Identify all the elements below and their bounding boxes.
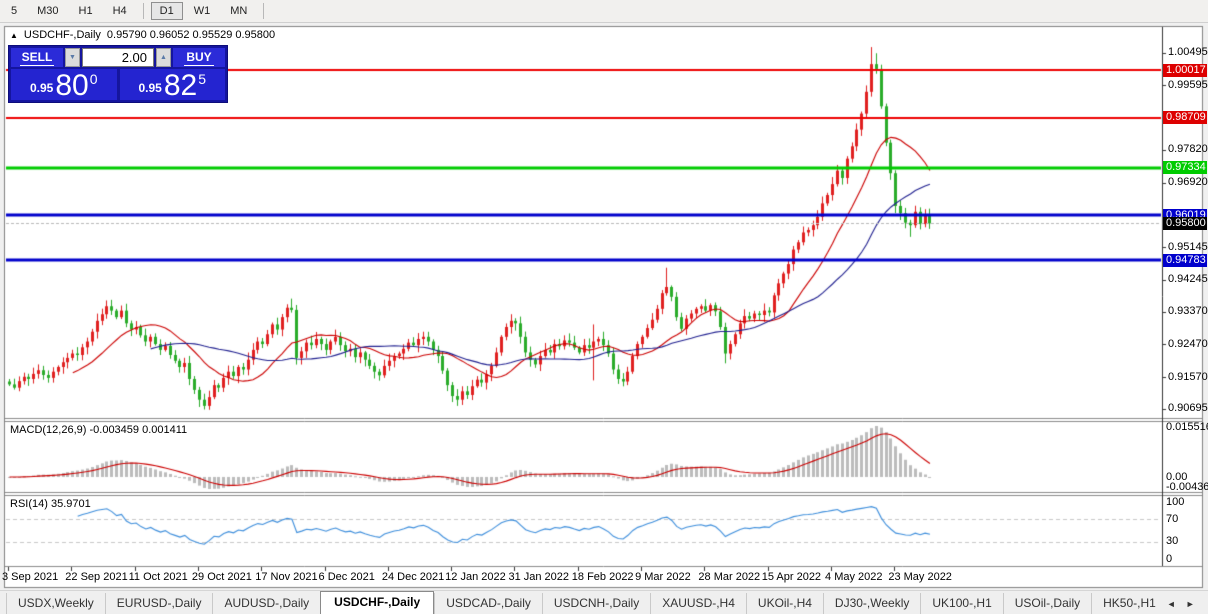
rsi-axis-label: 70	[1166, 512, 1179, 525]
buy-price-big: 82	[163, 69, 198, 102]
price-axis-badge: 1.00017	[1163, 63, 1207, 77]
buy-price-display[interactable]: 0.95 82 5	[119, 69, 225, 102]
chart-symbol-label: USDCHF-,Daily	[23, 29, 101, 41]
timeframe-button-m30[interactable]: M30	[37, 5, 59, 17]
price-axis-badge: 0.95800	[1163, 216, 1207, 230]
buy-button[interactable]: BUY	[173, 48, 225, 68]
volume-input[interactable]: 2.00	[82, 48, 154, 68]
chart-ohlc-values: 0.95790 0.96052 0.95529 0.95800	[106, 29, 276, 41]
date-axis-label: 6 Dec 2021	[318, 571, 375, 583]
price-axis-label: 0.99595	[1168, 78, 1208, 91]
sell-button[interactable]: SELL	[11, 48, 63, 68]
date-axis-label: 17 Nov 2021	[255, 571, 318, 583]
timeframe-button-h1[interactable]: H1	[78, 5, 93, 17]
sell-price-big: 80	[55, 69, 89, 102]
chart-tab-eurusd-[interactable]: EURUSD-,Daily	[104, 593, 213, 614]
date-axis-label: 18 Feb 2022	[571, 571, 634, 583]
chart-tab-usdchf-[interactable]: USDCHF-,Daily	[320, 591, 435, 614]
volume-increase-button[interactable]: ▲	[156, 48, 171, 68]
date-axis-label: 24 Dec 2021	[381, 571, 445, 583]
date-axis-label: 4 May 2022	[825, 571, 883, 583]
date-axis-label: 15 Apr 2022	[761, 571, 822, 583]
price-axis-label: 1.00495	[1168, 46, 1208, 59]
chart-tab-ukoil-[interactable]: UKOil-,H4	[745, 593, 823, 614]
one-click-trade-panel: SELL ▼ 2.00 ▲ BUY 0.95 80 0 0.95 82 5	[8, 45, 228, 103]
price-axis-badge: 0.97334	[1163, 161, 1207, 175]
chart-tab-usdcnh-[interactable]: USDCNH-,Daily	[541, 593, 650, 614]
timeframe-toolbar: 5 M30 H1 H4 D1 W1 MN	[0, 0, 1208, 23]
date-axis-label: 22 Sep 2021	[65, 571, 128, 583]
price-axis-label: 0.97820	[1168, 143, 1208, 156]
collapse-chart-icon[interactable]: ▲	[10, 30, 18, 40]
date-axis-label: 9 Mar 2022	[635, 571, 691, 583]
chart-tab-usoil-[interactable]: USOil-,Daily	[1002, 593, 1091, 614]
buy-button-label: BUY	[184, 49, 214, 66]
rsi-axis-label: 100	[1166, 495, 1185, 508]
price-axis-badge: 0.98709	[1163, 111, 1207, 125]
timeframe-button-mn[interactable]: MN	[230, 5, 248, 17]
date-axis-label: 31 Jan 2022	[508, 571, 570, 583]
macd-axis-min-label: -0.004367	[1166, 481, 1208, 493]
macd-axis-max-label: 0.015516	[1166, 421, 1208, 433]
date-axis-label: 28 Mar 2022	[698, 571, 761, 583]
chart-tab-usdcad-[interactable]: USDCAD-,Daily	[434, 593, 542, 614]
chart-tab-xauusd-[interactable]: XAUUSD-,H4	[650, 593, 746, 614]
chart-tab-hk50-[interactable]: HK50-,H1	[1091, 593, 1167, 614]
price-axis-label: 0.94245	[1168, 273, 1208, 286]
timeframe-button-d1[interactable]: D1	[150, 2, 183, 20]
sell-price-sup: 0	[89, 71, 98, 88]
price-axis-badge: 0.94783	[1163, 253, 1207, 267]
date-axis-label: 29 Oct 2021	[191, 571, 252, 583]
chart-tab-uk100-[interactable]: UK100-,H1	[920, 593, 1002, 614]
price-axis-label: 0.93370	[1168, 305, 1208, 318]
rsi-axis-label: 30	[1166, 535, 1179, 548]
chart-tab-dj30-[interactable]: DJ30-,Weekly	[822, 593, 920, 614]
chart-title: ▲ USDCHF-,Daily 0.95790 0.96052 0.95529 …	[10, 29, 275, 41]
rsi-indicator-label: RSI(14) 35.9701	[10, 498, 91, 510]
rsi-axis-label: 0	[1166, 552, 1173, 565]
timeframe-button-5[interactable]: 5	[11, 5, 18, 17]
toolbar-separator	[142, 3, 144, 19]
chart-tab-audusd-[interactable]: AUDUSD-,Daily	[212, 593, 320, 614]
date-axis-label: 11 Oct 2021	[128, 571, 188, 583]
chart-tabs-bar: USDX,Weekly EURUSD-,Daily AUDUSD-,Daily USD…	[0, 590, 1208, 614]
volume-decrease-button[interactable]: ▼	[65, 48, 80, 68]
scroll-tabs-left-icon[interactable]: ◄	[1166, 599, 1176, 609]
price-axis-label: 0.91570	[1168, 370, 1208, 383]
date-axis-label: 12 Jan 2022	[445, 571, 506, 583]
price-axis-label: 0.95145	[1168, 240, 1208, 253]
chart-tab-usdx[interactable]: USDX,Weekly	[6, 593, 105, 614]
price-axis-label: 0.96920	[1168, 176, 1208, 189]
toolbar-separator	[263, 3, 265, 19]
macd-indicator-label: MACD(12,26,9) -0.003459 0.001411	[10, 424, 188, 436]
buy-price-sup: 5	[198, 71, 207, 88]
sell-price-main: 0.95	[29, 81, 54, 95]
price-axis-label: 0.92470	[1168, 337, 1208, 350]
price-axis-label: 0.90695	[1168, 402, 1208, 415]
timeframe-button-h4[interactable]: H4	[112, 5, 127, 17]
timeframe-button-w1[interactable]: W1	[193, 5, 211, 17]
sell-button-label: SELL	[19, 49, 55, 66]
date-axis-label: 3 Sep 2021	[2, 571, 59, 583]
date-axis-label: 23 May 2022	[888, 571, 952, 583]
sell-price-display[interactable]: 0.95 80 0	[11, 69, 117, 102]
macd-axis-zero-label: 0.00	[1166, 470, 1188, 483]
scroll-tabs-right-icon[interactable]: ►	[1185, 599, 1195, 609]
buy-price-main: 0.95	[138, 81, 162, 95]
